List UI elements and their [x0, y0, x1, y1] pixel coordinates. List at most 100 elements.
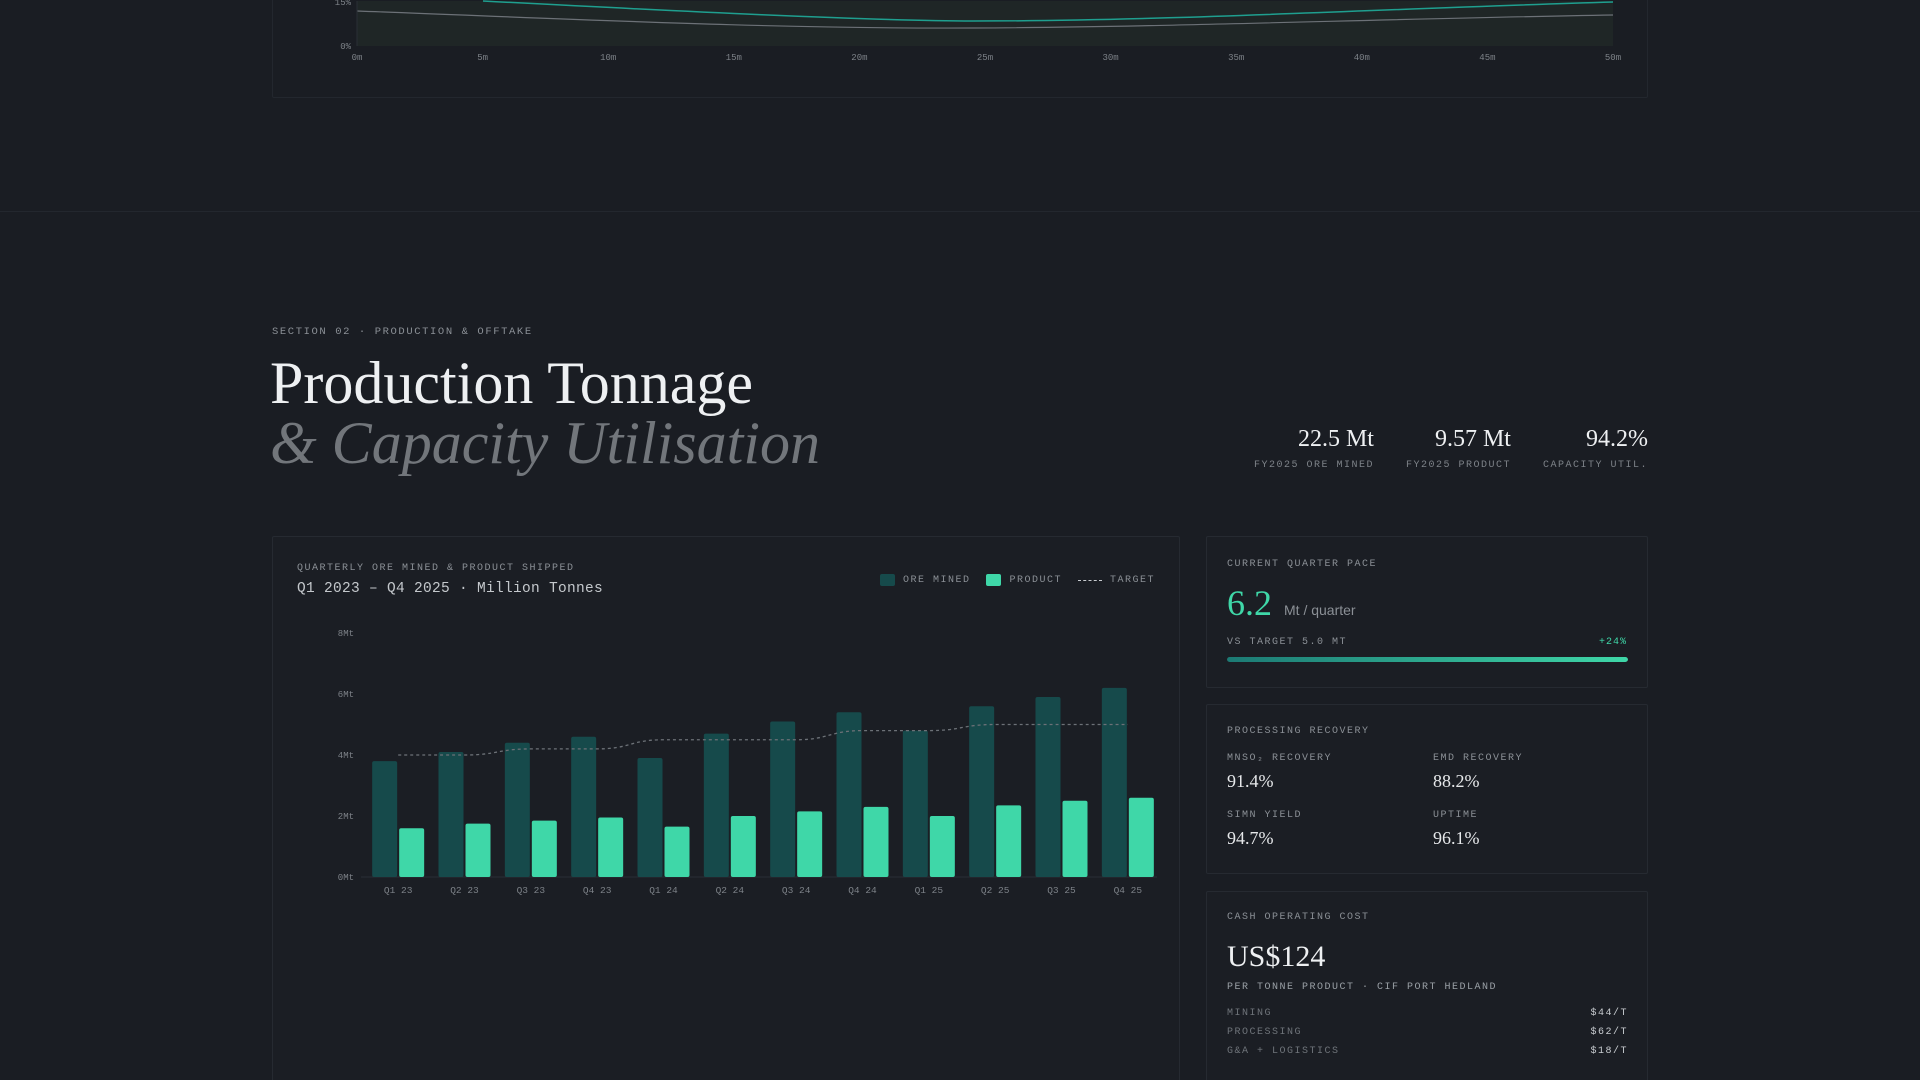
bar-product — [797, 811, 823, 877]
x-tick-label: 25m — [977, 53, 993, 63]
bar-ore-mined — [372, 761, 398, 877]
cost-row-value: $44/T — [1590, 1008, 1628, 1019]
bar-ore-mined — [571, 736, 597, 877]
kpi-ore-mined: 22.5 Mt FY2025 ORE MINED — [1254, 424, 1374, 471]
x-tick-label: Q1 24 — [649, 885, 678, 896]
legend-label: ORE MINED — [902, 574, 971, 586]
bar-product — [996, 805, 1022, 877]
chart-subtitle: Q1 2023 – Q4 2025 · Million Tonnes — [297, 581, 604, 597]
production-chart-card: QUARTERLY ORE MINED & PRODUCT SHIPPED Q1… — [272, 536, 1180, 1080]
bar-product — [465, 823, 491, 877]
card-eyebrow: CURRENT QUARTER PACE — [1227, 559, 1378, 570]
kpi-product: 9.57 Mt FY2025 PRODUCT — [1406, 424, 1511, 471]
y-tick-label: 2Mt — [338, 812, 354, 822]
x-tick-label: 40m — [1354, 53, 1370, 63]
bar-ore-mined — [438, 751, 464, 877]
x-tick-label: Q3 24 — [782, 885, 811, 896]
recovery-label: UPTIME — [1433, 810, 1479, 821]
cost-row-mining: MINING $44/T — [1227, 1008, 1628, 1019]
kpi-value: 94.2% — [1586, 426, 1648, 452]
page-title: Production Tonnage — [270, 350, 753, 416]
cost-row-label: G&A + LOGISTICS — [1227, 1046, 1340, 1057]
bar-ore-mined — [902, 730, 928, 877]
pace-progress-track — [1227, 657, 1628, 662]
cash-cost-card: CASH OPERATING COST US$124 PER TONNE PRO… — [1206, 891, 1648, 1080]
x-tick-label: Q3 23 — [517, 885, 546, 896]
bar-product — [929, 816, 955, 877]
kpi-label: FY2025 ORE MINED — [1253, 460, 1374, 471]
x-tick-label: Q4 24 — [848, 885, 877, 896]
pace-target-label: VS TARGET 5.0 MT — [1227, 637, 1348, 648]
bar-ore-mined — [504, 742, 530, 877]
cost-row-label: MINING — [1227, 1008, 1273, 1019]
recovery-value: 96.1% — [1433, 828, 1480, 848]
y-tick-label: 15% — [335, 0, 352, 8]
recovery-value: 94.7% — [1227, 828, 1274, 848]
previous-line-chart: 15% 0% 0m 5m 10m 15m 20m 25m 30m 35m 40m 45m 50m — [335, 0, 1621, 63]
y-tick-label: 0Mt — [338, 873, 354, 883]
target-line — [398, 723, 1128, 756]
bar-product — [1062, 800, 1088, 877]
bar-ore-mined — [836, 712, 862, 877]
x-tick-label: 30m — [1102, 53, 1118, 63]
x-tick-label: 5m — [477, 53, 488, 63]
section-divider — [0, 211, 1920, 212]
recovery-value: 91.4% — [1227, 771, 1274, 791]
bar-ore-mined — [637, 758, 663, 877]
legend-item-product: PRODUCT — [986, 574, 1062, 586]
bar-ore-mined — [770, 721, 796, 877]
pace-delta-badge: +24% — [1598, 637, 1627, 648]
cost-value: US$124 — [1227, 940, 1326, 973]
x-tick-label: Q2 23 — [450, 885, 479, 896]
cost-row-processing: PROCESSING $62/T — [1227, 1027, 1628, 1038]
x-tick-label: Q4 25 — [1114, 885, 1143, 896]
x-tick-label: Q2 25 — [981, 885, 1010, 896]
kpi-value: 9.57 Mt — [1434, 426, 1511, 452]
bar-ore-mined — [1101, 687, 1127, 877]
y-tick-label: 4Mt — [338, 751, 354, 761]
bar-ore-mined — [969, 706, 995, 877]
bar-product — [1128, 797, 1154, 877]
bar-product — [531, 820, 557, 877]
recovery-value: 88.2% — [1433, 771, 1480, 791]
pace-value: 6.2 — [1227, 583, 1272, 623]
kpi-strip: 22.5 Mt FY2025 ORE MINED 9.57 Mt FY2025 … — [1254, 424, 1648, 471]
x-tick-label: Q4 23 — [583, 885, 612, 896]
x-tick-label: 50m — [1605, 53, 1621, 63]
x-tick-label: 0m — [352, 53, 363, 63]
section-eyebrow: SECTION 02 · PRODUCTION & OFFTAKE — [272, 326, 533, 338]
pace-progress-fill — [1227, 657, 1628, 662]
x-tick-label: Q3 25 — [1047, 885, 1076, 896]
y-tick-label: 0% — [340, 42, 351, 52]
bar-product — [863, 806, 889, 877]
chart-area-fill — [357, 1, 1613, 46]
pace-unit: Mt / quarter — [1284, 602, 1356, 618]
y-tick-label: 8Mt — [338, 629, 354, 639]
kpi-capacity-util: 94.2% CAPACITY UTIL. — [1543, 424, 1648, 471]
bar-product — [730, 816, 756, 877]
series-line-primary — [482, 0, 1614, 22]
bar-ore-mined — [1035, 697, 1061, 877]
previous-chart-card: 15% 0% 0m 5m 10m 15m 20m 25m 30m 35m 40m 45m 50m — [272, 0, 1648, 98]
bar-ore-mined — [703, 733, 729, 877]
current-pace-card: CURRENT QUARTER PACE 6.2 Mt / quarter VS… — [1206, 536, 1648, 688]
cost-row-value: $62/T — [1590, 1027, 1628, 1038]
x-tick-label: 45m — [1479, 53, 1495, 63]
cost-subtitle: PER TONNE PRODUCT · CIF PORT HEDLAND — [1227, 982, 1498, 993]
kpi-label: CAPACITY UTIL. — [1542, 460, 1648, 471]
cost-row-value: $18/T — [1590, 1046, 1628, 1057]
x-tick-label: Q1 25 — [915, 885, 944, 896]
recovery-label: MNSO₂ RECOVERY — [1227, 753, 1333, 764]
series-line-secondary — [356, 10, 1614, 29]
x-tick-label: 35m — [1228, 53, 1244, 63]
bar-product — [664, 826, 690, 877]
recovery-label: SIMN YIELD — [1227, 810, 1303, 821]
card-eyebrow: CASH OPERATING COST — [1227, 912, 1370, 923]
recovery-label: EMD RECOVERY — [1433, 753, 1524, 764]
kpi-value: 22.5 Mt — [1297, 426, 1374, 452]
processing-recovery-card: PROCESSING RECOVERY MNSO₂ RECOVERY 91.4%… — [1206, 704, 1648, 874]
x-tick-label: Q1 23 — [384, 885, 413, 896]
legend-swatch-product — [986, 574, 1002, 586]
bar-product — [399, 828, 425, 877]
legend-swatch-ore — [879, 574, 895, 586]
